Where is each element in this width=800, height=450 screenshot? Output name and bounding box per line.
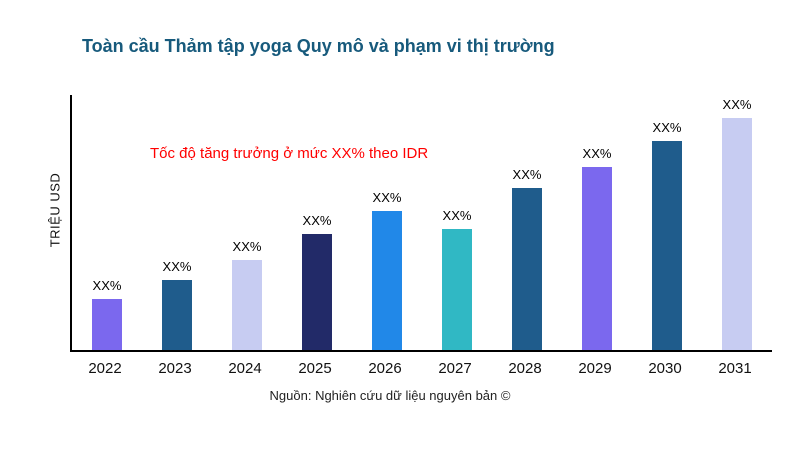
x-tick-2027: 2027 (438, 360, 472, 377)
x-tick-2030: 2030 (648, 360, 682, 377)
bar-value-label: XX% (302, 213, 332, 228)
growth-rate-annotation: Tốc độ tăng trưởng ở mức XX% theo IDR (150, 145, 429, 162)
x-tick-2024: 2024 (228, 360, 262, 377)
bar-value-label: XX% (722, 97, 752, 112)
source-attribution: Nguồn: Nghiên cứu dữ liệu nguyên bản © (269, 388, 511, 403)
x-tick-2026: 2026 (368, 360, 402, 377)
x-tick-2025: 2025 (298, 360, 332, 377)
bar-column-2031: XX% (702, 95, 772, 350)
bar-2027 (442, 229, 472, 350)
bar-2028 (512, 188, 542, 350)
bar-column-2025: XX% (282, 95, 352, 350)
x-tick-2028: 2028 (508, 360, 542, 377)
bar-column-2023: XX% (142, 95, 212, 350)
bar-column-2022: XX% (72, 95, 142, 350)
bar-2023 (162, 280, 192, 350)
bar-2031 (722, 118, 752, 350)
bar-chart-plot-area: XX% XX% XX% XX% XX% XX% XX% XX% XX% XX% (70, 95, 772, 352)
bar-2022 (92, 299, 122, 350)
bar-value-label: XX% (442, 208, 472, 223)
bar-column-2028: XX% (492, 95, 562, 350)
bar-value-label: XX% (162, 259, 192, 274)
chart-title: Toàn cầu Thảm tập yoga Quy mô và phạm vi… (82, 36, 555, 56)
bar-column-2027: XX% (422, 95, 492, 350)
bar-column-2026: XX% (352, 95, 422, 350)
x-tick-2031: 2031 (718, 360, 752, 377)
bar-value-label: XX% (652, 120, 682, 135)
bar-2030 (652, 141, 682, 350)
bar-2025 (302, 234, 332, 350)
x-tick-2029: 2029 (578, 360, 612, 377)
x-tick-2022: 2022 (88, 360, 122, 377)
bar-value-label: XX% (582, 146, 612, 161)
bar-2026 (372, 211, 402, 350)
bar-value-label: XX% (372, 190, 402, 205)
bar-column-2029: XX% (562, 95, 632, 350)
bar-value-label: XX% (232, 239, 262, 254)
bar-column-2030: XX% (632, 95, 702, 350)
y-axis-label: TRIỆU USD (47, 172, 63, 248)
bar-2029 (582, 167, 612, 350)
bar-value-label: XX% (92, 278, 122, 293)
x-axis-tick-labels: 2022 2023 2024 2025 2026 2027 2028 2029 2030 2031 (70, 352, 770, 377)
x-tick-2023: 2023 (158, 360, 192, 377)
bar-value-label: XX% (512, 167, 542, 182)
bar-column-2024: XX% (212, 95, 282, 350)
bar-2024 (232, 260, 262, 350)
